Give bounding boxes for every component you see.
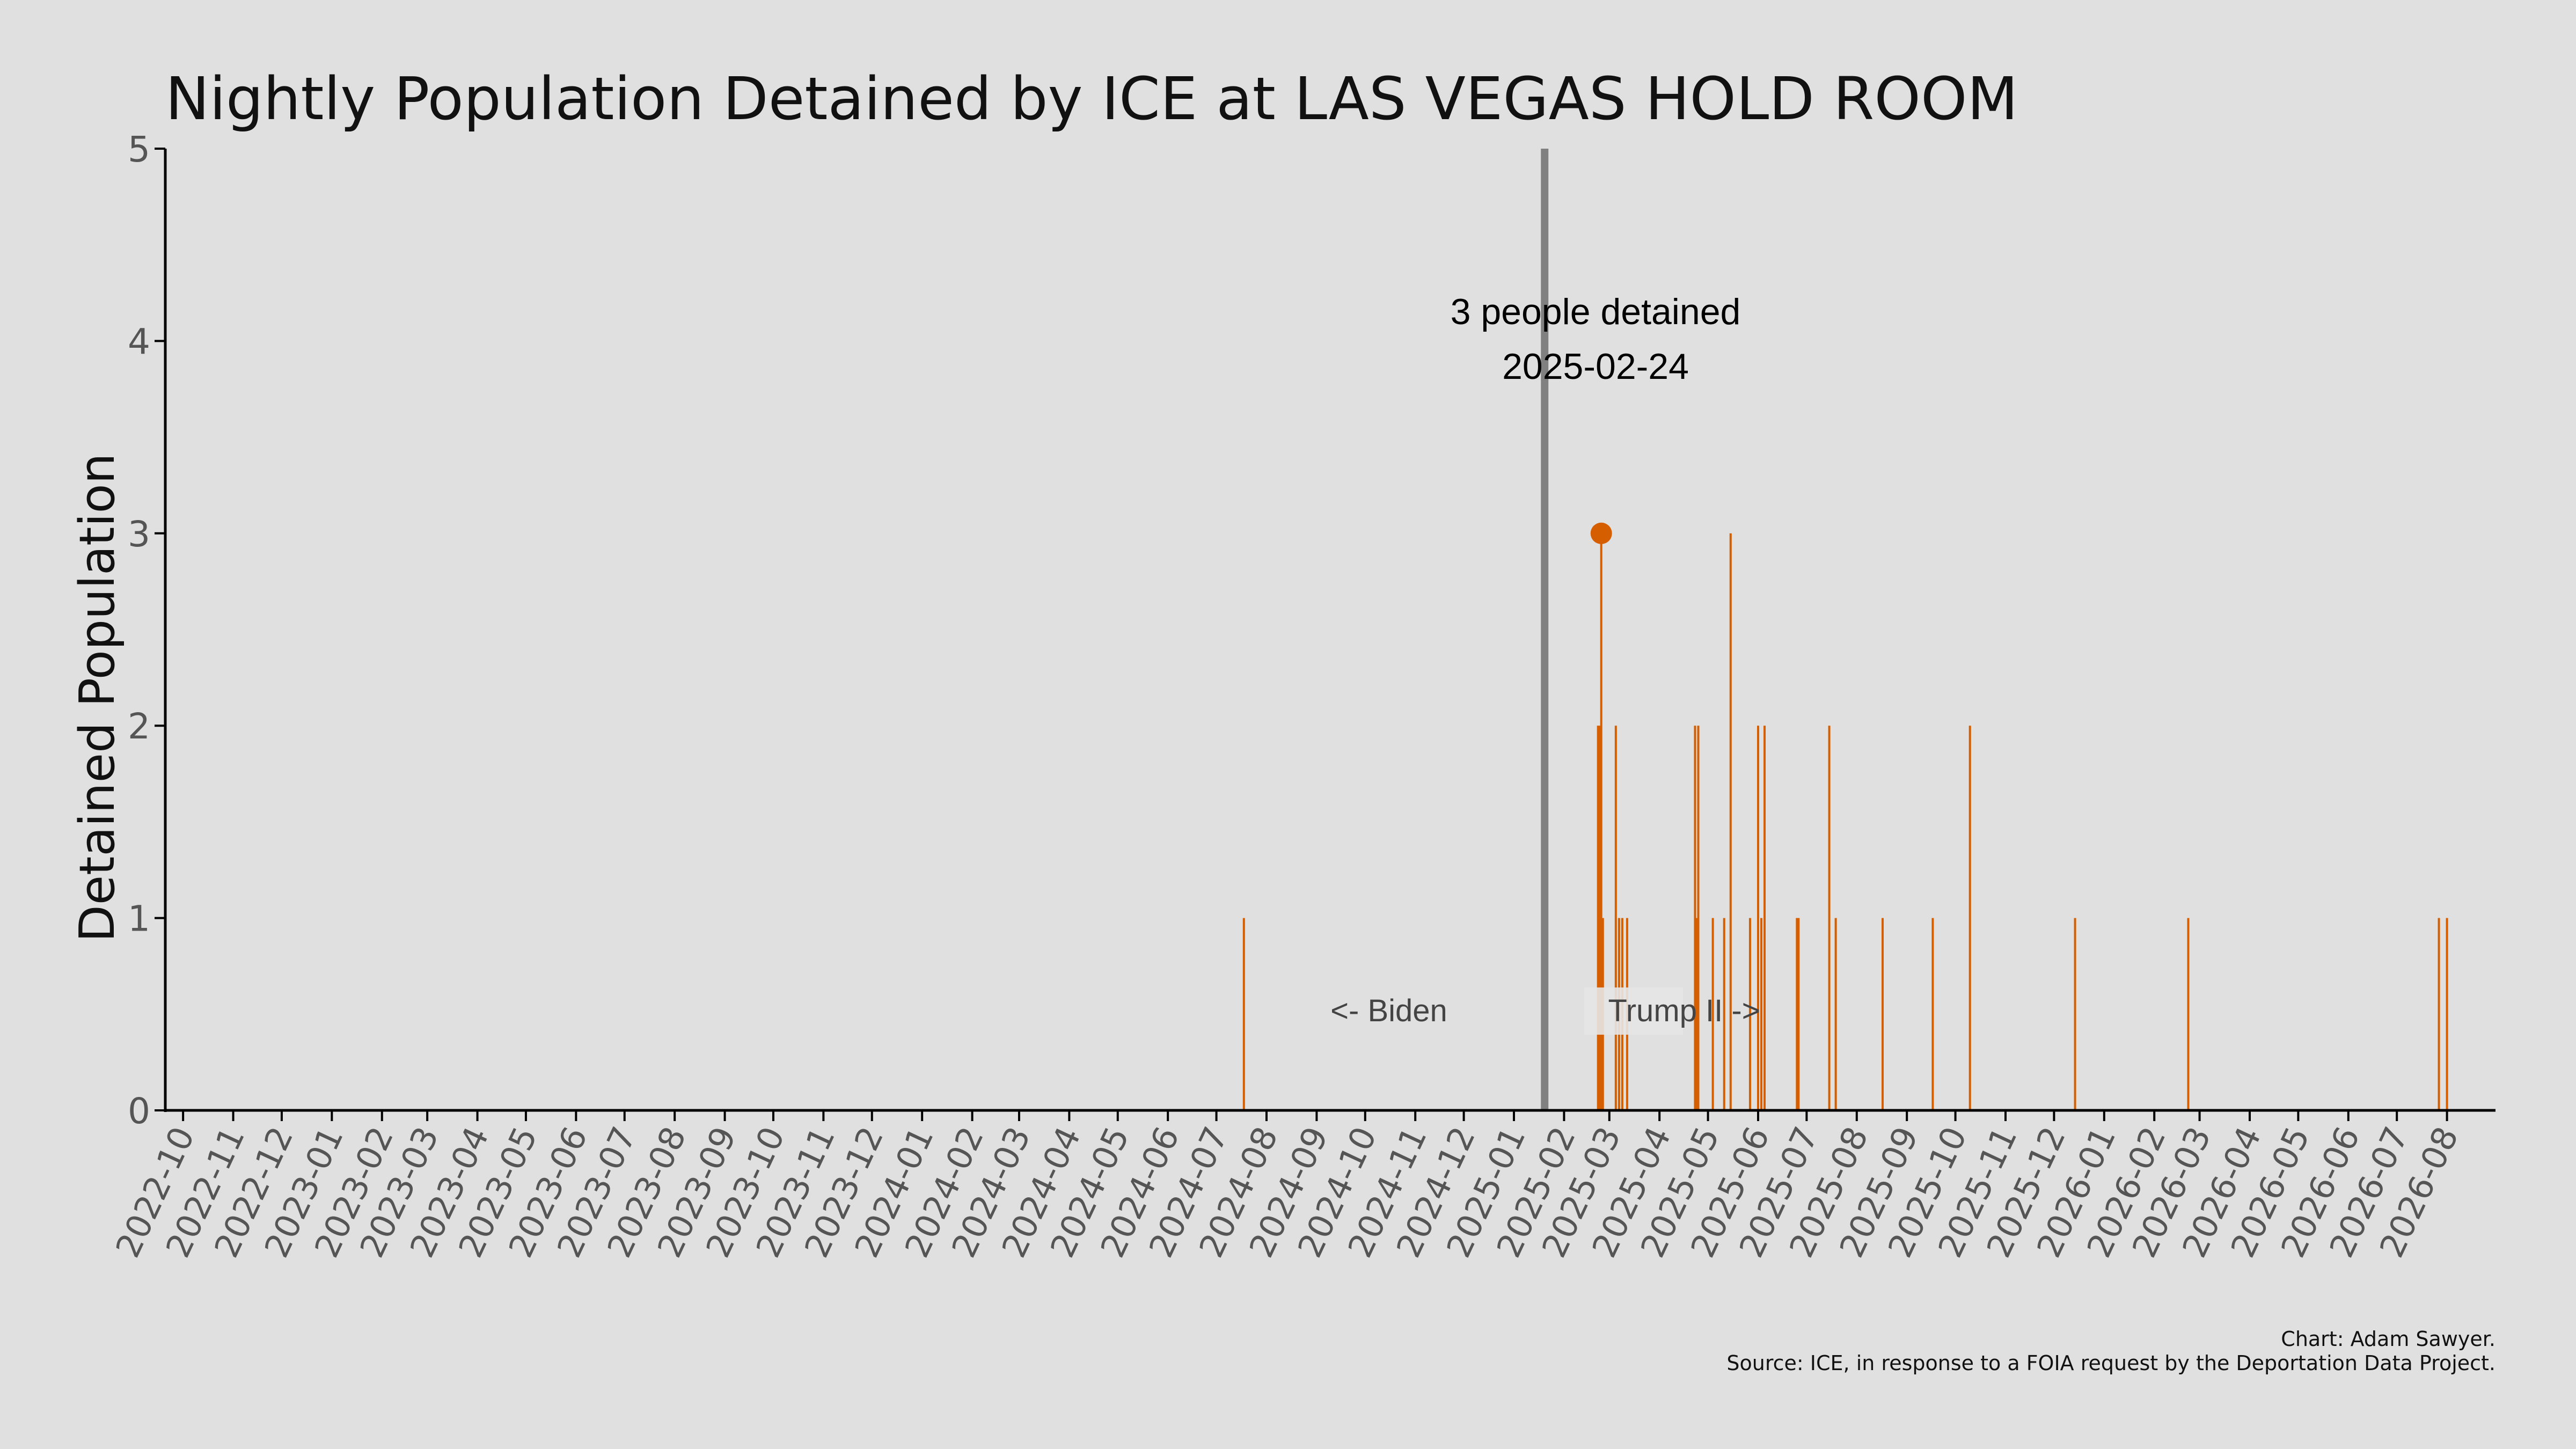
bar xyxy=(1242,918,1245,1110)
bar xyxy=(1757,726,1759,1110)
bar xyxy=(2187,918,2190,1110)
bar xyxy=(1828,726,1831,1110)
bar xyxy=(1729,533,1732,1110)
chart-credit: Chart: Adam Sawyer. xyxy=(2281,1327,2496,1351)
chart-title: Nightly Population Detained by ICE at LA… xyxy=(165,64,2018,133)
bar xyxy=(1723,918,1725,1110)
biden-label: <- Biden xyxy=(1330,993,1447,1028)
y-tick-label: 5 xyxy=(128,129,150,170)
y-tick-label: 4 xyxy=(128,321,150,362)
y-tick-label: 3 xyxy=(128,514,150,555)
bar xyxy=(1796,918,1798,1110)
bar xyxy=(1600,533,1602,1110)
chart-source: Source: ICE, in response to a FOIA reque… xyxy=(1726,1351,2496,1375)
annotation-date: 2025-02-24 xyxy=(1502,346,1689,387)
y-tick-label: 1 xyxy=(128,898,150,940)
bar xyxy=(1834,918,1837,1110)
bar xyxy=(1748,918,1751,1110)
bar xyxy=(1763,726,1766,1110)
y-tick-label: 0 xyxy=(128,1091,150,1132)
bar xyxy=(1797,918,1800,1110)
bar xyxy=(1694,726,1696,1110)
bar xyxy=(2438,918,2440,1110)
y-axis-label: Detained Population xyxy=(69,453,126,942)
highlight-point xyxy=(1590,522,1612,544)
bar xyxy=(1614,726,1617,1110)
bar xyxy=(1598,726,1601,1110)
y-ticks: 0 1 2 3 4 5 xyxy=(128,129,165,1132)
bar xyxy=(1882,918,1884,1110)
annotation-count: 3 people detained xyxy=(1451,291,1741,332)
bar xyxy=(1931,918,1934,1110)
bar xyxy=(1968,726,1971,1110)
x-ticks: 2022-102022-112022-122023-012023-022023-… xyxy=(108,1110,2466,1263)
bar xyxy=(1597,726,1599,1110)
bar xyxy=(1711,918,1714,1110)
trump-label: Trump II -> xyxy=(1608,993,1760,1028)
y-tick-label: 2 xyxy=(128,706,150,747)
bar xyxy=(1760,918,1763,1110)
bar xyxy=(1695,918,1698,1110)
bar xyxy=(2446,918,2448,1110)
trump-label-box xyxy=(1584,987,1683,1035)
bar xyxy=(1697,726,1700,1110)
bar xyxy=(2074,918,2076,1110)
